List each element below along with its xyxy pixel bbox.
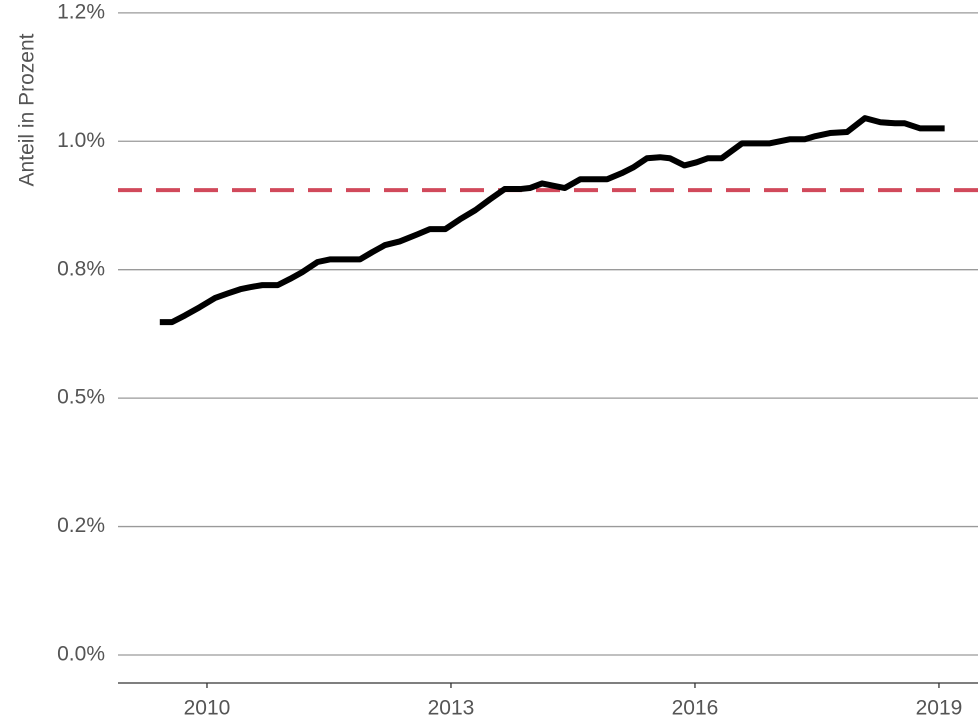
y-tick-label: 1.2% xyxy=(57,0,105,23)
y-tick-label: 0.0% xyxy=(57,643,105,666)
x-tick-label: 2016 xyxy=(672,697,719,720)
y-axis-label: Anteil in Prozent xyxy=(16,33,39,186)
data-line xyxy=(159,115,945,326)
x-tick-label: 2010 xyxy=(184,697,231,720)
y-tick-label: 0.8% xyxy=(57,257,105,280)
x-tick-label: 2019 xyxy=(916,697,963,720)
x-tick-label: 2013 xyxy=(428,697,475,720)
y-tick-label: 0.5% xyxy=(57,386,105,409)
y-tick-label: 0.2% xyxy=(57,514,105,537)
y-tick-label: 1.0% xyxy=(57,129,105,152)
